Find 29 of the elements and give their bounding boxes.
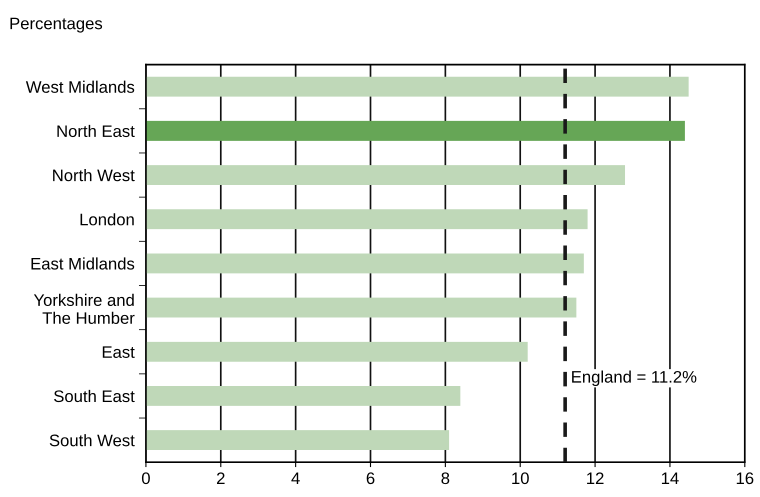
bar: [146, 120, 685, 141]
chart-title: Percentages: [10, 18, 102, 33]
x-tick-label: 2: [216, 472, 225, 484]
x-tick-label: 6: [366, 472, 374, 484]
bar: [146, 76, 689, 97]
bar: [146, 342, 528, 362]
bar: [146, 209, 588, 230]
y-tick-label: North East: [57, 124, 135, 138]
ref-line-label: England = 11.2%: [572, 370, 696, 386]
y-tick-label: South East: [54, 390, 135, 402]
y-tick-label: East Midlands: [32, 257, 134, 270]
x-tick-label: 8: [441, 472, 450, 484]
x-tick-label: 10: [512, 472, 529, 484]
x-tick-label: 12: [587, 472, 604, 484]
bar: [146, 386, 460, 406]
x-tick-label: 4: [291, 472, 300, 484]
y-tick-label: East: [102, 346, 135, 358]
y-tick-label: Yorkshire and The Humber: [34, 294, 135, 324]
x-tick-label: 0: [142, 472, 150, 484]
y-tick-label: London: [80, 213, 134, 226]
y-tick-label: North West: [53, 169, 135, 182]
bar: [146, 165, 626, 185]
bar: [146, 253, 584, 274]
bar: [146, 430, 450, 450]
x-tick-label: 14: [662, 472, 679, 484]
y-tick-label: South West: [50, 434, 135, 446]
bar: [146, 298, 576, 318]
x-tick-label: 16: [736, 472, 754, 484]
y-tick-label: West Midlands: [26, 80, 134, 93]
